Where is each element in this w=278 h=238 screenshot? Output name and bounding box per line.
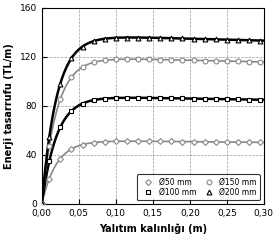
- Line: Ø100 mm: Ø100 mm: [39, 96, 262, 206]
- Line: Ø200 mm: Ø200 mm: [39, 35, 262, 206]
- Ø150 mm: [203, 59, 206, 62]
- Ø150 mm: [214, 60, 217, 62]
- Ø50 mm: [259, 141, 262, 144]
- Ø150 mm: [92, 61, 95, 64]
- Ø100 mm: [192, 97, 195, 100]
- Ø100 mm: [125, 96, 129, 99]
- Ø150 mm: [136, 58, 140, 61]
- Ø200 mm: [214, 38, 217, 41]
- Ø100 mm: [59, 126, 62, 129]
- Ø150 mm: [147, 58, 151, 61]
- Ø150 mm: [70, 76, 73, 79]
- Ø200 mm: [259, 39, 262, 42]
- Ø200 mm: [92, 40, 95, 43]
- Ø200 mm: [70, 57, 73, 60]
- Ø200 mm: [247, 39, 251, 42]
- Ø50 mm: [247, 141, 251, 144]
- Ø200 mm: [203, 38, 206, 40]
- X-axis label: Yalıtım kalınlığı (m): Yalıtım kalınlığı (m): [99, 223, 207, 234]
- Ø100 mm: [48, 160, 51, 163]
- Ø50 mm: [40, 203, 43, 205]
- Ø100 mm: [158, 97, 162, 99]
- Ø200 mm: [147, 36, 151, 39]
- Ø50 mm: [192, 140, 195, 143]
- Ø150 mm: [40, 203, 43, 205]
- Ø50 mm: [103, 140, 106, 143]
- Ø50 mm: [48, 177, 51, 180]
- Ø100 mm: [114, 97, 118, 99]
- Ø50 mm: [170, 140, 173, 143]
- Ø100 mm: [236, 98, 240, 101]
- Ø150 mm: [125, 58, 129, 61]
- Ø50 mm: [225, 141, 229, 144]
- Ø100 mm: [259, 98, 262, 101]
- Ø100 mm: [170, 97, 173, 100]
- Ø100 mm: [214, 98, 217, 100]
- Ø200 mm: [81, 45, 84, 48]
- Ø100 mm: [181, 97, 184, 100]
- Ø50 mm: [203, 140, 206, 143]
- Line: Ø150 mm: Ø150 mm: [39, 57, 262, 206]
- Ø200 mm: [136, 36, 140, 39]
- Ø200 mm: [40, 203, 43, 205]
- Ø150 mm: [48, 145, 51, 148]
- Ø100 mm: [92, 99, 95, 102]
- Ø150 mm: [181, 59, 184, 61]
- Ø100 mm: [203, 97, 206, 100]
- Ø200 mm: [48, 136, 51, 139]
- Ø150 mm: [103, 59, 106, 62]
- Legend: Ø50 mm, Ø100 mm, Ø150 mm, Ø200 mm: Ø50 mm, Ø100 mm, Ø150 mm, Ø200 mm: [137, 174, 260, 200]
- Ø200 mm: [170, 37, 173, 40]
- Ø100 mm: [81, 102, 84, 105]
- Ø100 mm: [70, 110, 73, 113]
- Ø150 mm: [114, 58, 118, 61]
- Ø150 mm: [170, 58, 173, 61]
- Ø150 mm: [81, 66, 84, 69]
- Ø50 mm: [59, 157, 62, 160]
- Ø150 mm: [247, 60, 251, 63]
- Y-axis label: Enerji tasarrufu (TL/m): Enerji tasarrufu (TL/m): [4, 43, 14, 169]
- Ø100 mm: [40, 203, 43, 205]
- Ø100 mm: [247, 98, 251, 101]
- Ø200 mm: [225, 38, 229, 41]
- Ø200 mm: [103, 37, 106, 40]
- Ø50 mm: [236, 141, 240, 144]
- Ø150 mm: [192, 59, 195, 62]
- Ø100 mm: [136, 96, 140, 99]
- Ø200 mm: [181, 37, 184, 40]
- Ø100 mm: [147, 96, 151, 99]
- Ø150 mm: [225, 60, 229, 63]
- Ø50 mm: [81, 143, 84, 146]
- Ø50 mm: [114, 140, 118, 143]
- Line: Ø50 mm: Ø50 mm: [40, 139, 262, 206]
- Ø50 mm: [70, 148, 73, 150]
- Ø50 mm: [181, 140, 184, 143]
- Ø50 mm: [214, 140, 217, 143]
- Ø150 mm: [158, 58, 162, 61]
- Ø150 mm: [259, 60, 262, 63]
- Ø200 mm: [192, 37, 195, 40]
- Ø200 mm: [114, 36, 118, 39]
- Ø200 mm: [236, 39, 240, 41]
- Ø150 mm: [59, 98, 62, 101]
- Ø50 mm: [158, 140, 162, 143]
- Ø100 mm: [225, 98, 229, 101]
- Ø50 mm: [92, 141, 95, 144]
- Ø100 mm: [103, 97, 106, 100]
- Ø50 mm: [136, 140, 140, 143]
- Ø200 mm: [125, 36, 129, 39]
- Ø200 mm: [59, 82, 62, 85]
- Ø50 mm: [147, 140, 151, 143]
- Ø200 mm: [158, 36, 162, 39]
- Ø150 mm: [236, 60, 240, 63]
- Ø50 mm: [125, 140, 129, 143]
